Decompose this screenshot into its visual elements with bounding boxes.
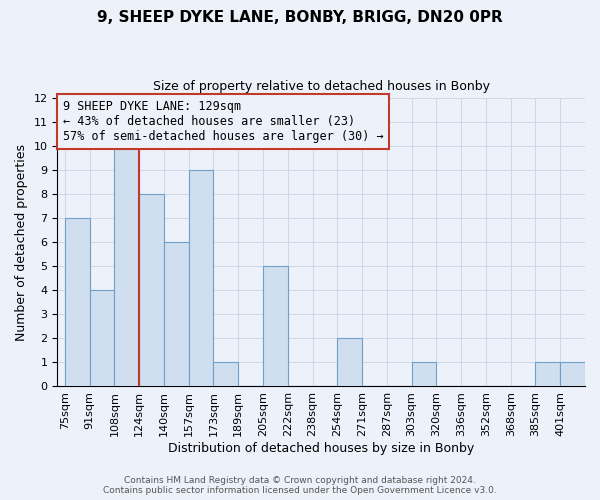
X-axis label: Distribution of detached houses by size in Bonby: Distribution of detached houses by size … xyxy=(168,442,475,455)
Bar xyxy=(65,218,89,386)
Bar xyxy=(164,242,188,386)
Bar xyxy=(535,362,560,386)
Bar xyxy=(337,338,362,386)
Bar xyxy=(412,362,436,386)
Bar xyxy=(89,290,115,386)
Bar xyxy=(188,170,214,386)
Bar xyxy=(139,194,164,386)
Text: 9, SHEEP DYKE LANE, BONBY, BRIGG, DN20 0PR: 9, SHEEP DYKE LANE, BONBY, BRIGG, DN20 0… xyxy=(97,10,503,25)
Text: Contains HM Land Registry data © Crown copyright and database right 2024.
Contai: Contains HM Land Registry data © Crown c… xyxy=(103,476,497,495)
Bar xyxy=(214,362,238,386)
Bar xyxy=(263,266,288,386)
Bar xyxy=(115,146,139,386)
Bar xyxy=(560,362,585,386)
Y-axis label: Number of detached properties: Number of detached properties xyxy=(15,144,28,341)
Text: 9 SHEEP DYKE LANE: 129sqm
← 43% of detached houses are smaller (23)
57% of semi-: 9 SHEEP DYKE LANE: 129sqm ← 43% of detac… xyxy=(62,100,383,143)
Title: Size of property relative to detached houses in Bonby: Size of property relative to detached ho… xyxy=(153,80,490,93)
